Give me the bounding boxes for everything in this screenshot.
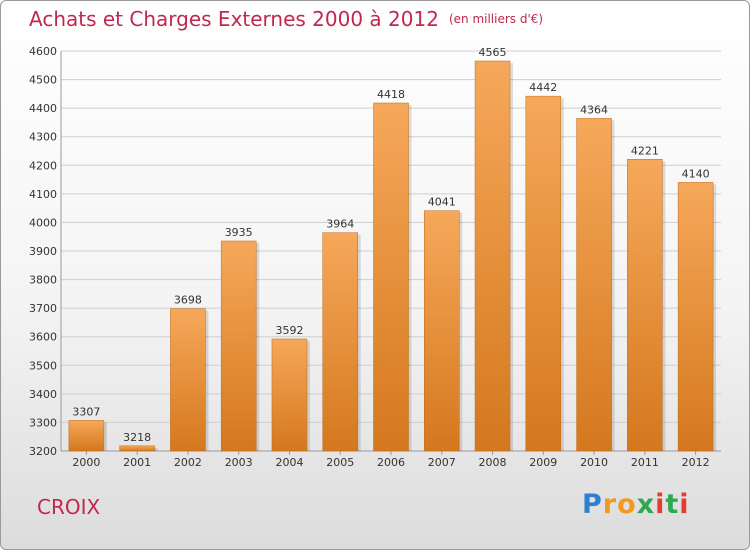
data-label: 4565 [479,46,507,59]
x-tick-label: 2000 [72,456,100,469]
chart-title: Achats et Charges Externes 2000 à 2012 (e… [29,7,543,31]
y-tick-label: 3600 [29,331,57,344]
y-tick-label: 4200 [29,159,57,172]
data-label: 4041 [428,196,456,209]
x-tick-label: 2011 [631,456,659,469]
y-tick-label: 4500 [29,74,57,87]
x-tick-label: 2006 [377,456,405,469]
logo-letter: o [617,489,637,520]
bar-2000 [68,420,105,452]
bar-2003 [220,240,257,452]
logo-letter: x [636,489,656,520]
x-tick-label: 2003 [225,456,253,469]
bar-2007 [424,210,460,452]
bar-2001 [119,445,155,452]
bar-2004 [271,338,308,452]
y-tick-label: 3900 [29,245,57,258]
bar-2008 [474,60,511,452]
data-label: 4140 [682,167,710,180]
x-tick-label: 2004 [275,456,303,469]
logo-letter: i [655,489,666,520]
labels: 3200 3300 3400 3500 3600 3700 3800 3900 4000 4100… [29,45,710,469]
logo-letter: t [665,489,680,520]
bar-2005 [322,232,358,452]
bar-2010 [576,118,612,452]
x-tick-label: 2012 [682,456,710,469]
logo-letter: P [582,489,603,520]
bar-2009 [525,95,562,452]
y-tick-label: 3400 [29,388,57,401]
logo-letter: r [602,489,618,520]
chart-unit: (en milliers d'€) [448,12,544,26]
proxiti-logo: Proxiti [582,489,690,520]
bar-2002 [170,308,206,452]
data-label: 3592 [275,324,303,337]
y-tick-label: 4100 [29,188,57,201]
y-tick-label: 4000 [29,216,57,229]
x-tick-label: 2010 [580,456,608,469]
y-tick-label: 4400 [29,102,57,115]
y-tick-label: 3300 [29,416,57,429]
data-label: 3698 [174,294,202,307]
data-label: 3964 [326,218,354,231]
bar-2011 [627,159,663,452]
y-tick-label: 3200 [29,445,57,458]
x-tick-label: 2001 [123,456,151,469]
data-label: 3935 [225,226,253,239]
y-tick-label: 4600 [29,45,57,58]
y-tick-label: 3500 [29,359,57,372]
x-tick-label: 2002 [174,456,202,469]
city-name: CROIX [37,495,101,519]
data-label: 4442 [529,81,557,94]
x-tick-label: 2009 [529,456,557,469]
bar-2012 [677,182,714,452]
data-label: 4418 [377,88,405,101]
data-label: 3307 [72,405,100,418]
data-label: 3218 [123,431,151,444]
y-tick-label: 3800 [29,274,57,287]
data-label: 4221 [631,144,659,157]
chart-title-text: Achats et Charges Externes 2000 à 2012 [29,7,439,31]
x-tick-label: 2007 [428,456,456,469]
y-tick-label: 3700 [29,302,57,315]
bars [68,60,717,452]
y-tick-label: 4300 [29,131,57,144]
x-tick-label: 2005 [326,456,354,469]
logo-letter: i [679,489,690,520]
bar-2006 [373,102,409,452]
x-tick-label: 2008 [479,456,507,469]
data-label: 4364 [580,103,608,116]
